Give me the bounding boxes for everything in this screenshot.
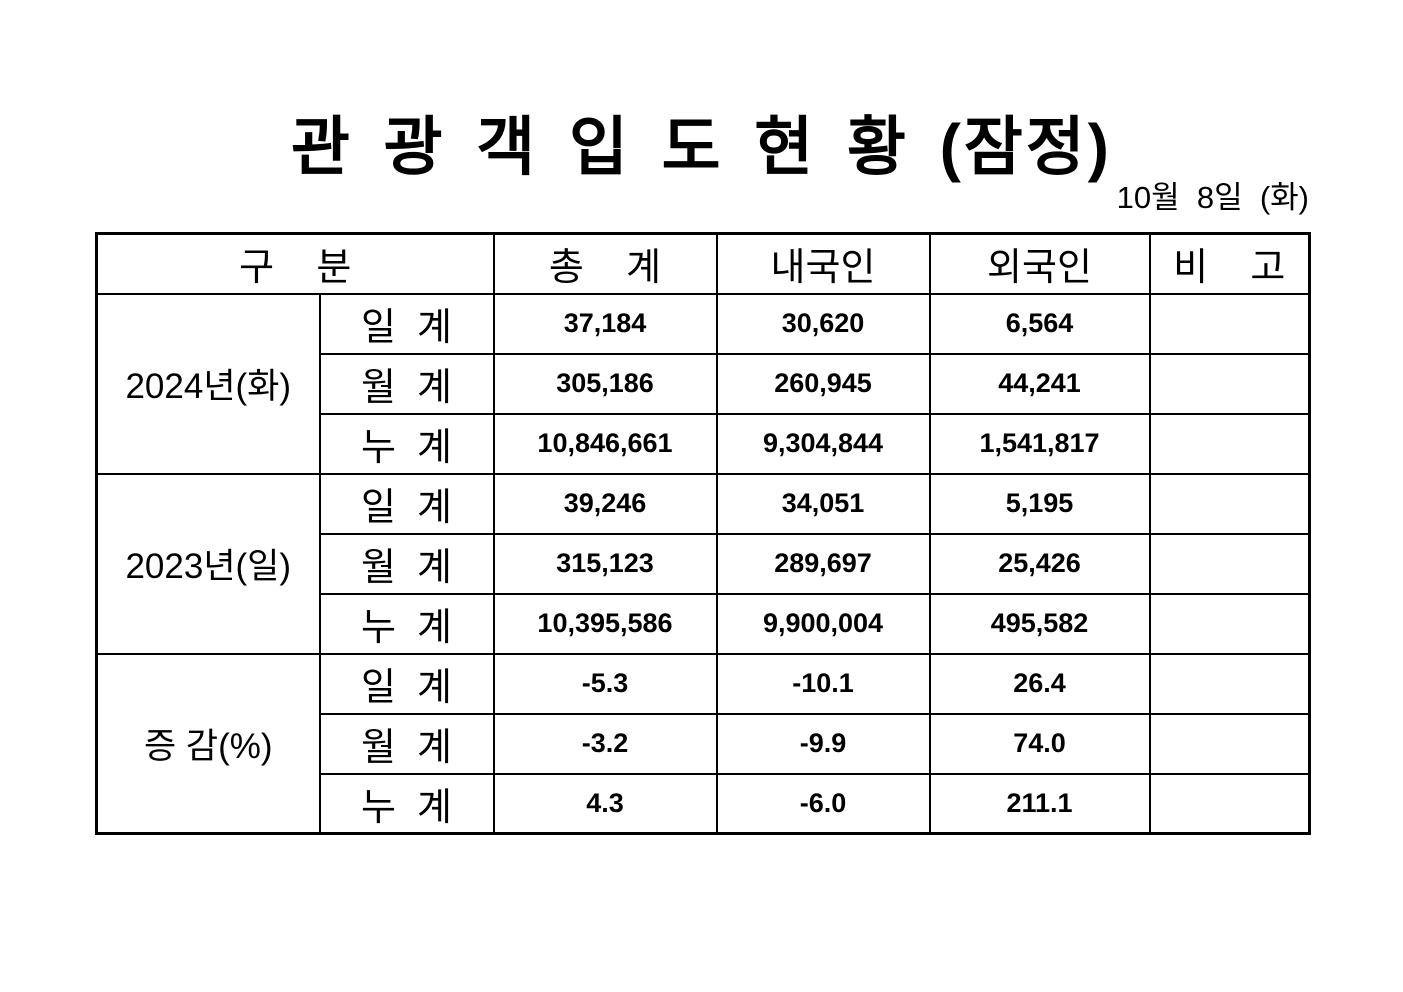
cell-domestic: -9.9 xyxy=(715,712,931,775)
cell-total: -5.3 xyxy=(492,652,718,715)
cell-total: 10,395,586 xyxy=(492,592,718,655)
statistics-table: 구 분 총 계 내국인 외국인 비 고 2024년(화) 일 계 37,184 … xyxy=(95,232,1311,835)
cell-foreign: 6,564 xyxy=(928,292,1151,355)
cell-foreign: 1,541,817 xyxy=(928,412,1151,475)
header-row: 구 분 총 계 내국인 외국인 비 고 xyxy=(95,232,1311,295)
row-label: 일 계 xyxy=(318,652,495,715)
cell-note xyxy=(1148,532,1311,595)
table-row: 누 계 4.3 -6.0 211.1 xyxy=(97,772,1311,835)
group-label-change: 증 감(%) xyxy=(95,652,321,835)
cell-domestic: 260,945 xyxy=(715,352,931,415)
row-label: 월 계 xyxy=(318,352,495,415)
cell-domestic: 9,304,844 xyxy=(715,412,931,475)
col-header-foreign: 외국인 xyxy=(928,232,1151,295)
cell-total: 37,184 xyxy=(492,292,718,355)
cell-domestic: 34,051 xyxy=(715,472,931,535)
cell-foreign: 5,195 xyxy=(928,472,1151,535)
col-header-domestic: 내국인 xyxy=(715,232,931,295)
cell-foreign: 495,582 xyxy=(928,592,1151,655)
cell-foreign: 44,241 xyxy=(928,352,1151,415)
row-label: 월 계 xyxy=(318,532,495,595)
cell-total: 39,246 xyxy=(492,472,718,535)
cell-total: 4.3 xyxy=(492,772,718,835)
group-label-2023: 2023년(일) xyxy=(95,472,321,655)
row-label: 월 계 xyxy=(318,712,495,775)
cell-note xyxy=(1148,772,1311,835)
cell-note xyxy=(1148,472,1311,535)
group-label-2024: 2024년(화) xyxy=(95,292,321,475)
row-label: 누 계 xyxy=(318,772,495,835)
cell-note xyxy=(1148,592,1311,655)
cell-total: 305,186 xyxy=(492,352,718,415)
row-label: 누 계 xyxy=(318,412,495,475)
cell-domestic: -6.0 xyxy=(715,772,931,835)
table-row: 월 계 305,186 260,945 44,241 xyxy=(97,352,1311,415)
col-header-category: 구 분 xyxy=(95,232,495,295)
cell-total: -3.2 xyxy=(492,712,718,775)
table-row: 2024년(화) 일 계 37,184 30,620 6,564 xyxy=(95,292,1311,475)
cell-domestic: -10.1 xyxy=(715,652,931,715)
cell-note xyxy=(1148,712,1311,775)
document-title: 관 광 객 입 도 현 황 (잠정) xyxy=(290,111,1112,183)
col-header-total: 총 계 xyxy=(492,232,718,295)
row-label: 누 계 xyxy=(318,592,495,655)
table-row: 증 감(%) 일 계 -5.3 -10.1 26.4 xyxy=(95,652,1311,835)
table-row: 월 계 -3.2 -9.9 74.0 xyxy=(97,712,1311,775)
table-row: 누 계 10,846,661 9,304,844 1,541,817 xyxy=(97,412,1311,475)
cell-total: 315,123 xyxy=(492,532,718,595)
row-label: 일 계 xyxy=(318,292,495,355)
cell-domestic: 30,620 xyxy=(715,292,931,355)
cell-foreign: 211.1 xyxy=(928,772,1151,835)
cell-foreign: 74.0 xyxy=(928,712,1151,775)
cell-total: 10,846,661 xyxy=(492,412,718,475)
table-row: 2023년(일) 일 계 39,246 34,051 5,195 xyxy=(95,472,1311,655)
cell-foreign: 26.4 xyxy=(928,652,1151,715)
col-header-note: 비 고 xyxy=(1148,232,1311,295)
cell-domestic: 289,697 xyxy=(715,532,931,595)
report-date: 10월 8일 (화) xyxy=(1116,180,1309,215)
cell-note xyxy=(1148,652,1311,715)
cell-note xyxy=(1148,292,1311,355)
cell-foreign: 25,426 xyxy=(928,532,1151,595)
cell-domestic: 9,900,004 xyxy=(715,592,931,655)
cell-note xyxy=(1148,352,1311,415)
table-row: 월 계 315,123 289,697 25,426 xyxy=(97,532,1311,595)
row-label: 일 계 xyxy=(318,472,495,535)
table-row: 누 계 10,395,586 9,900,004 495,582 xyxy=(97,592,1311,655)
cell-note xyxy=(1148,412,1311,475)
